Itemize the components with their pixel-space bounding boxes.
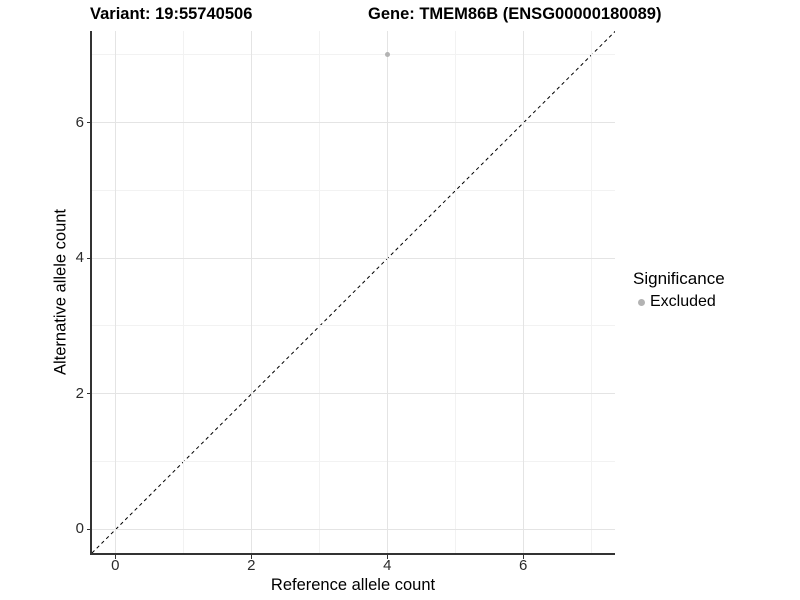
y-tick-mark [87,528,91,530]
plot-panel [91,31,615,553]
gridline-y-minor [91,460,615,462]
identity-dashed-line [91,31,615,553]
x-tick-mark [114,554,116,559]
gridline-y-major [91,393,615,395]
data-point-excluded [384,52,390,58]
y-tick-mark [87,257,91,259]
gridline-x-major [386,31,388,553]
x-axis-title: Reference allele count [270,576,436,594]
legend-entry-label: Excluded [650,293,716,310]
gridline-x-major [250,31,252,553]
gridline-y-minor [91,54,615,56]
y-tick-label: 2 [75,384,84,402]
excluded-point-icon [638,298,645,306]
gridline-y-minor [91,189,615,191]
plot-title-variant: Variant: 19:55740506 [90,5,253,23]
legend-key [633,294,650,311]
y-tick-label: 0 [75,520,84,538]
plot-title-gene: Gene: TMEM86B (ENSG00000180089) [368,5,662,23]
gridline-x-major [114,31,116,553]
gridline-x-minor [454,31,456,553]
identity-line [91,31,615,553]
legend: Significance Excluded [633,269,725,311]
y-axis-title: Alternative allele count [51,208,70,376]
y-axis-line [90,31,92,555]
x-tick-label: 6 [519,557,528,574]
x-tick-label: 2 [247,557,256,574]
gridline-y-major [91,528,615,530]
gridline-x-minor [318,31,320,553]
y-tick-mark [87,122,91,124]
gridline-x-minor [590,31,592,553]
legend-entry-excluded: Excluded [633,293,725,311]
gridline-y-minor [91,325,615,327]
gridline-y-major [91,257,615,259]
x-axis-line [90,553,615,555]
legend-title: Significance [633,269,725,288]
x-tick-label: 4 [383,557,392,574]
y-tick-label: 4 [75,249,84,267]
y-tick-mark [87,393,91,395]
x-tick-mark [250,554,252,559]
gridline-x-major [522,31,524,553]
x-tick-mark [386,554,388,559]
gridline-y-major [91,122,615,124]
y-tick-label: 6 [75,113,84,131]
x-tick-label: 0 [111,557,120,574]
x-tick-mark [522,554,524,559]
gridline-x-minor [182,31,184,553]
